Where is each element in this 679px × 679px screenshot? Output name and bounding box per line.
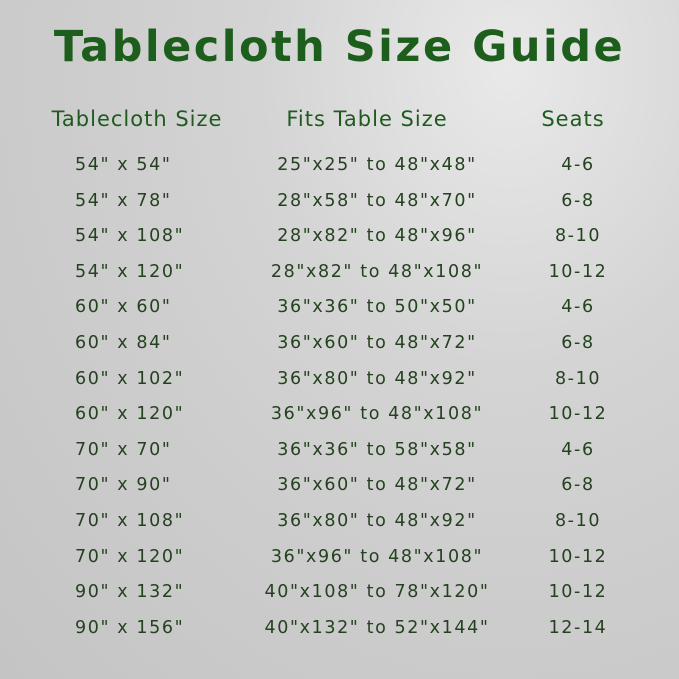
table-row: 70" x 70" 36"x36" to 58"x58" 4-6 xyxy=(0,440,679,464)
tablecloth-size-cell: 60" x 60" xyxy=(75,297,172,318)
table-row: 70" x 108" 36"x80" to 48"x92" 8-10 xyxy=(0,511,679,535)
seats-cell: 6-8 xyxy=(561,333,595,353)
seats-cell: 8-10 xyxy=(554,368,602,389)
fits-table-size-cell: 25"x25" to 48"x48" xyxy=(277,155,477,175)
tablecloth-size-cell: 54" x 78" xyxy=(75,190,172,211)
table-row: 54" x 54" 25"x25" to 48"x48" 4-6 xyxy=(0,155,679,179)
fits-table-size-cell: 28"x82" to 48"x108" xyxy=(270,261,484,282)
seats-cell: 12-14 xyxy=(548,617,608,638)
fits-table-size-cell: 28"x82" to 48"x96" xyxy=(277,226,477,247)
header-seats: Seats xyxy=(541,107,605,131)
seats-cell: 6-8 xyxy=(561,475,595,496)
table-row: 60" x 60" 36"x36" to 50"x50" 4-6 xyxy=(0,297,679,321)
table-row: 60" x 84" 36"x60" to 48"x72" 6-8 xyxy=(0,333,679,357)
tablecloth-size-cell: 70" x 90" xyxy=(75,475,172,496)
tablecloth-size-cell: 70" x 70" xyxy=(75,439,172,460)
seats-cell: 10-12 xyxy=(548,404,608,425)
seats-cell: 6-8 xyxy=(561,190,595,211)
table-row: 90" x 132" 40"x108" to 78"x120" 10-12 xyxy=(0,582,679,606)
fits-table-size-cell: 40"x108" to 78"x120" xyxy=(264,582,490,603)
tablecloth-size-cell: 54" x 120" xyxy=(75,261,185,282)
tablecloth-size-cell: 54" x 54" xyxy=(75,155,172,175)
seats-cell: 4-6 xyxy=(561,155,595,175)
seats-cell: 8-10 xyxy=(554,226,602,247)
tablecloth-size-cell: 54" x 108" xyxy=(75,226,185,247)
fits-table-size-cell: 36"x96" to 48"x108" xyxy=(270,404,484,425)
table-row: 54" x 78" 28"x58" to 48"x70" 6-8 xyxy=(0,191,679,215)
fits-table-size-cell: 36"x60" to 48"x72" xyxy=(277,333,477,353)
fits-table-size-cell: 36"x60" to 48"x72" xyxy=(277,475,477,496)
seats-cell: 10-12 xyxy=(548,261,608,282)
table-row: 54" x 120" 28"x82" to 48"x108" 10-12 xyxy=(0,262,679,286)
page-title: Tablecloth Size Guide xyxy=(53,22,626,72)
table-row: 54" x 108" 28"x82" to 48"x96" 8-10 xyxy=(0,226,679,250)
fits-table-size-cell: 36"x36" to 58"x58" xyxy=(277,439,477,460)
table-row: 60" x 102" 36"x80" to 48"x92" 8-10 xyxy=(0,369,679,393)
fits-table-size-cell: 40"x132" to 52"x144" xyxy=(264,617,490,638)
table-row: 60" x 120" 36"x96" to 48"x108" 10-12 xyxy=(0,404,679,428)
seats-cell: 4-6 xyxy=(561,297,595,318)
fits-table-size-cell: 36"x36" to 50"x50" xyxy=(277,297,477,318)
header-fits-table-size: Fits Table Size xyxy=(286,107,448,131)
tablecloth-size-cell: 60" x 102" xyxy=(75,368,185,389)
tablecloth-size-cell: 60" x 120" xyxy=(75,404,185,425)
tablecloth-size-cell: 90" x 156" xyxy=(75,617,185,638)
tablecloth-size-cell: 70" x 108" xyxy=(75,511,185,531)
table-row: 70" x 120" 36"x96" to 48"x108" 10-12 xyxy=(0,547,679,571)
seats-cell: 8-10 xyxy=(554,511,602,531)
tablecloth-size-cell: 70" x 120" xyxy=(75,546,185,567)
table-row: 70" x 90" 36"x60" to 48"x72" 6-8 xyxy=(0,475,679,499)
tablecloth-size-cell: 60" x 84" xyxy=(75,333,172,353)
seats-cell: 10-12 xyxy=(548,546,608,567)
fits-table-size-cell: 36"x80" to 48"x92" xyxy=(277,511,477,531)
tablecloth-size-cell: 90" x 132" xyxy=(75,582,185,603)
fits-table-size-cell: 36"x80" to 48"x92" xyxy=(277,368,477,389)
fits-table-size-cell: 28"x58" to 48"x70" xyxy=(277,190,477,211)
seats-cell: 4-6 xyxy=(561,439,595,460)
seats-cell: 10-12 xyxy=(548,582,608,603)
fits-table-size-cell: 36"x96" to 48"x108" xyxy=(270,546,484,567)
table-row: 90" x 156" 40"x132" to 52"x144" 12-14 xyxy=(0,618,679,642)
header-tablecloth-size: Tablecloth Size xyxy=(51,107,223,131)
